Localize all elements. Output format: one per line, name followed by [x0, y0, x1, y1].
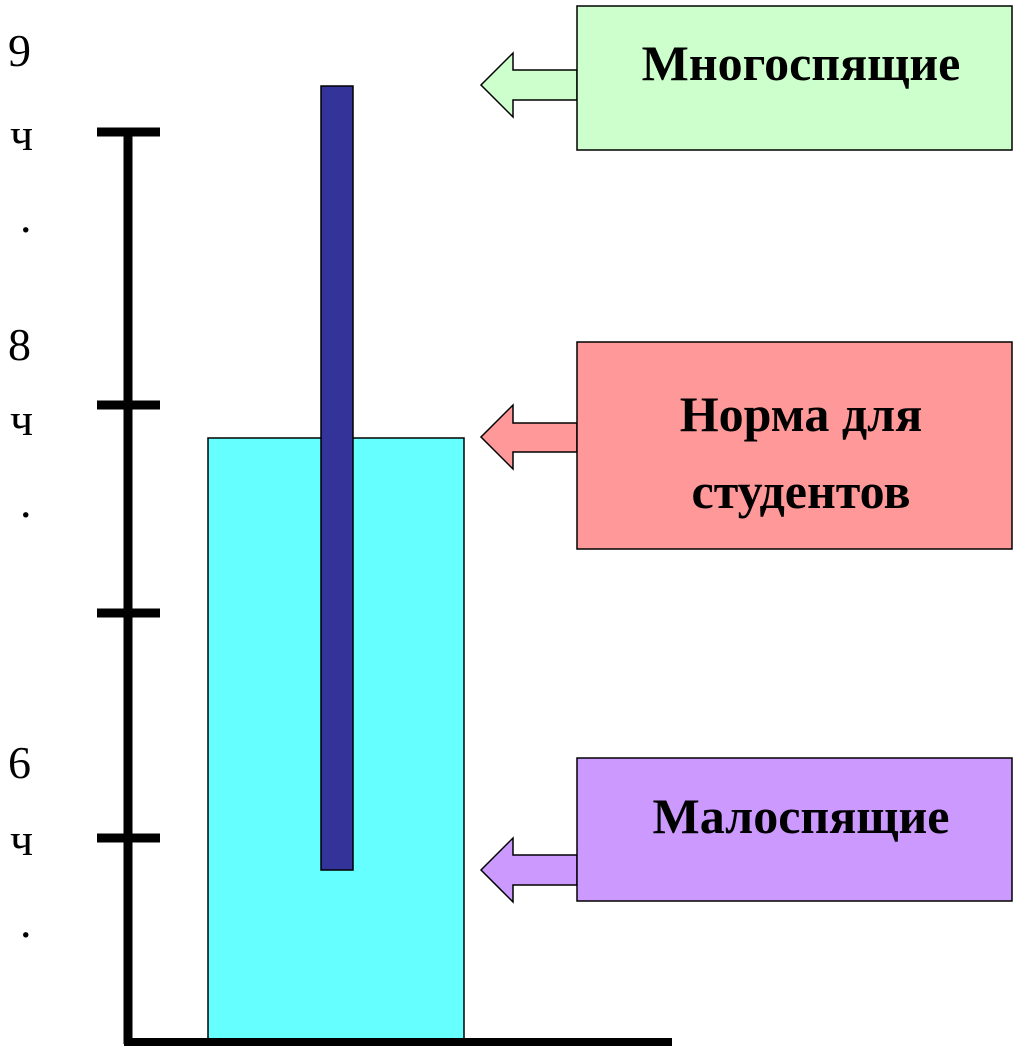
axis-label-8h: 8 ч .	[8, 319, 33, 527]
axis-label-6h-unit: ч	[10, 814, 33, 865]
arrow-short-sleepers-icon	[479, 836, 578, 904]
axis-label-9h-unit: ч	[10, 109, 33, 160]
callout-short-sleepers: Малоспящие	[479, 757, 1013, 904]
callout-long-sleepers-box	[576, 5, 1013, 151]
axis-label-6h: 6 ч .	[8, 737, 33, 947]
callout-long-sleepers: Многоспящие	[479, 5, 1013, 151]
axis-label-8h-unit: ч	[10, 394, 33, 445]
callout-short-sleepers-box	[576, 757, 1013, 902]
axis-label-8h-number: 8	[8, 319, 31, 370]
callout-student-norm: Норма для студентов	[479, 341, 1013, 550]
callout-student-norm-box	[576, 341, 1013, 550]
callout-long-sleepers-label: Многоспящие	[642, 35, 961, 91]
range-bar	[320, 85, 354, 871]
axis-label-9h-number: 9	[8, 25, 31, 76]
callout-student-norm-label-line2: студентов	[692, 463, 911, 519]
axis-label-9h-dot: .	[20, 191, 32, 242]
axis-label-6h-number: 6	[8, 737, 31, 788]
arrow-long-sleepers-icon	[479, 51, 578, 119]
axis-label-9h: 9 ч .	[8, 25, 33, 242]
arrow-student-norm-icon	[479, 403, 578, 471]
callout-student-norm-label-line1: Норма для	[680, 386, 923, 442]
axis-label-8h-dot: .	[20, 476, 32, 527]
axis-label-6h-dot: .	[20, 896, 32, 947]
callout-short-sleepers-label: Малоспящие	[653, 788, 950, 844]
